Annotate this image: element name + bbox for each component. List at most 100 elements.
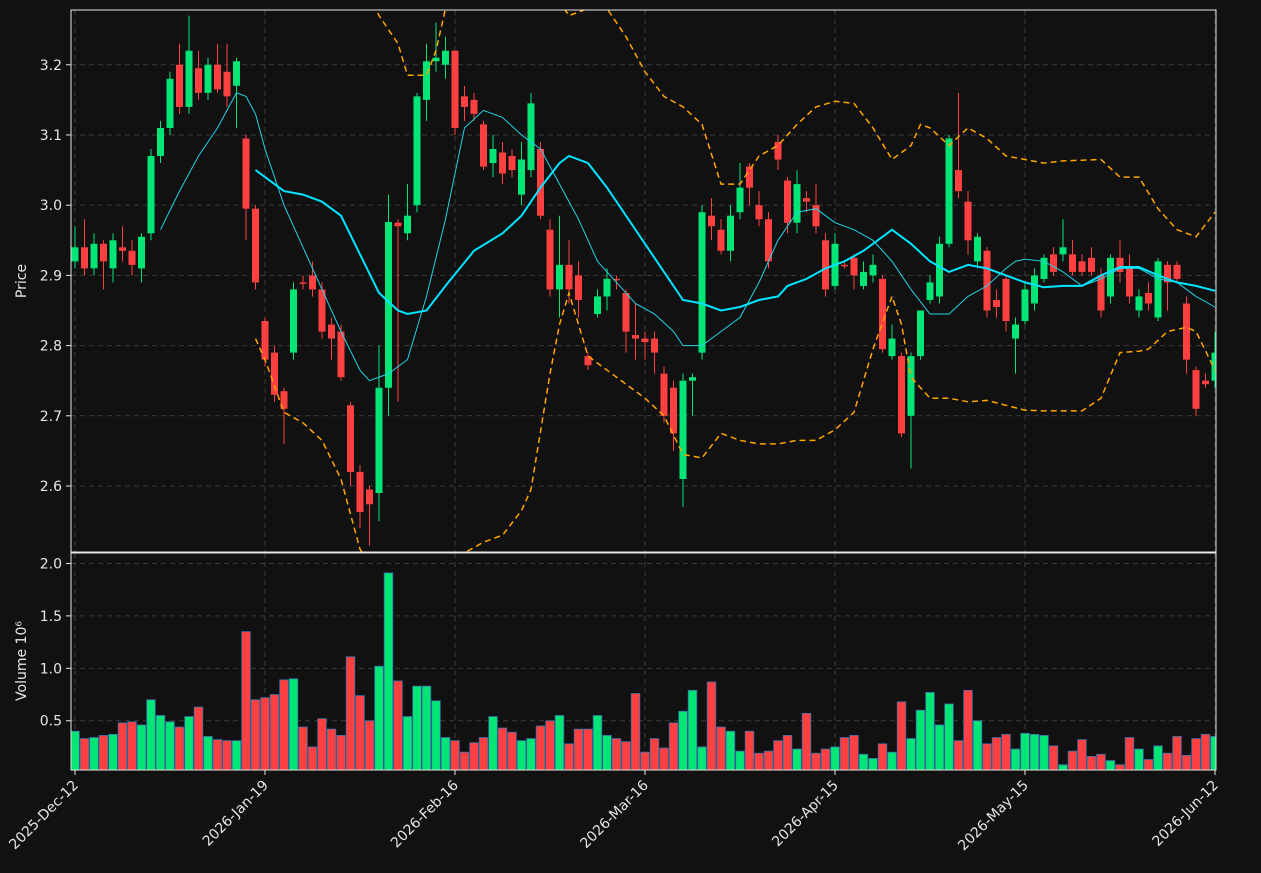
- volume-bar: [602, 735, 612, 770]
- volume-bar: [1143, 759, 1154, 770]
- volume-bar: [573, 728, 584, 770]
- volume-bar: [507, 731, 517, 770]
- indicator-line: [254, 290, 1216, 552]
- indicator-line: [160, 92, 1216, 382]
- volume-bar: [754, 752, 764, 770]
- volume-bar: [1115, 764, 1125, 770]
- candle-body: [214, 64, 221, 90]
- volume-bar: [478, 737, 489, 770]
- candle-body: [119, 247, 126, 251]
- volume-bar: [165, 721, 175, 770]
- volume-bar: [972, 720, 983, 770]
- candle-body: [337, 331, 345, 378]
- candle-body: [784, 180, 791, 223]
- volume-bar: [611, 738, 622, 770]
- volume-bar: [117, 722, 128, 770]
- candle-body: [717, 229, 725, 251]
- candle-body: [803, 198, 810, 202]
- volume-bar: [839, 737, 850, 770]
- candle-body: [755, 205, 763, 220]
- candle-body: [736, 187, 744, 213]
- volume-bar: [735, 750, 745, 770]
- candle-body: [869, 264, 877, 276]
- candle-body: [641, 338, 649, 343]
- candle-body: [660, 373, 668, 416]
- volume-bar: [564, 743, 574, 770]
- candle-body: [508, 156, 516, 171]
- candle-body: [983, 250, 991, 311]
- y-tick-label: 3.2: [40, 58, 62, 74]
- candle-body: [1078, 261, 1086, 272]
- volume-bar: [1153, 745, 1163, 770]
- price-plot: [71, 10, 1216, 552]
- volume-bar: [706, 681, 717, 770]
- volume-bar: [374, 665, 384, 770]
- candle-body: [936, 243, 943, 297]
- candle-body: [537, 149, 544, 216]
- candle-body: [81, 247, 88, 269]
- volume-bar: [222, 740, 232, 770]
- candle-body: [1059, 247, 1067, 255]
- volume-bar: [393, 680, 403, 770]
- volume-bar: [516, 740, 527, 770]
- volume-bar: [212, 739, 223, 770]
- candle-body: [1050, 254, 1057, 272]
- volume-bar: [279, 679, 289, 770]
- volume-bar: [811, 752, 821, 770]
- candle-body: [1154, 261, 1162, 318]
- volume-bar: [868, 758, 878, 770]
- candle-body: [1211, 352, 1216, 381]
- volume-bar: [402, 716, 413, 770]
- candle-body: [974, 236, 981, 262]
- volume-bar: [659, 747, 669, 770]
- candle-body: [318, 289, 326, 332]
- volume-bar: [269, 694, 280, 770]
- candle-body: [223, 71, 231, 97]
- volume-bar: [716, 726, 726, 770]
- candle-body: [841, 264, 848, 267]
- candle-body: [565, 264, 573, 290]
- volume-bar: [1020, 732, 1030, 770]
- candle-body: [109, 240, 117, 269]
- volume-bar: [1162, 752, 1173, 770]
- volume-plot: [71, 572, 1216, 770]
- volume-bar: [1067, 750, 1078, 770]
- y-tick-label: 2.9: [40, 268, 62, 284]
- candle-body: [261, 321, 269, 360]
- volume-bar: [298, 726, 308, 770]
- volume-bar: [79, 738, 90, 770]
- volume-bar: [782, 735, 793, 770]
- y-tick-label: 1.5: [40, 609, 62, 625]
- volume-bar: [326, 728, 337, 770]
- volume-bar: [887, 751, 897, 770]
- volume-bar: [763, 750, 774, 770]
- candle-body: [1040, 257, 1048, 279]
- candle-body: [347, 405, 354, 472]
- volume-bar: [345, 656, 356, 770]
- volume-bar: [583, 728, 593, 770]
- candle-body: [195, 68, 202, 93]
- volume-bar: [554, 715, 565, 770]
- candle-body: [898, 356, 905, 434]
- candle-body: [917, 310, 924, 357]
- volume-bar: [1124, 737, 1135, 770]
- volume-bar: [488, 716, 498, 770]
- candle-body: [413, 96, 421, 206]
- candle-body: [1002, 278, 1010, 322]
- volume-bar: [1105, 760, 1116, 770]
- candle-body: [328, 324, 335, 339]
- candle-body: [1145, 292, 1152, 304]
- volume-bar: [431, 700, 441, 770]
- volume-bar: [773, 740, 783, 770]
- volume-bar: [193, 706, 204, 770]
- candle-body: [1183, 303, 1190, 360]
- candle-body: [575, 275, 582, 300]
- candle-body: [1116, 257, 1124, 272]
- candle-body: [527, 103, 535, 171]
- volume-bar: [678, 710, 688, 770]
- volume-bar: [203, 736, 213, 770]
- volume-bar: [1001, 733, 1011, 770]
- volume-bar: [725, 730, 736, 770]
- volume-bar: [592, 715, 603, 770]
